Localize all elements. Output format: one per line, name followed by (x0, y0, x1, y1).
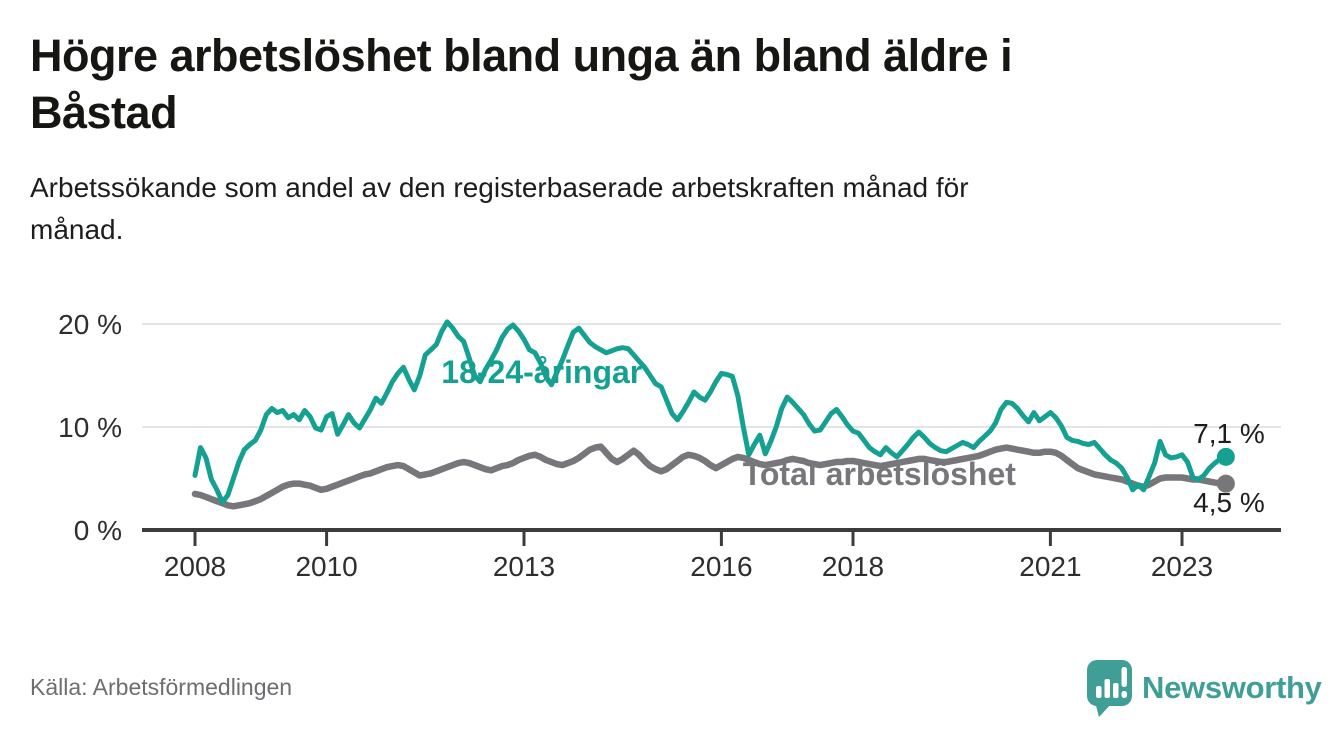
x-tick-label: 2021 (1019, 551, 1081, 582)
series-end-dot-young (1216, 447, 1235, 466)
x-tick-label: 2018 (822, 551, 884, 582)
chart-subtitle-line-1: Arbetssökande som andel av den registerb… (30, 172, 969, 203)
series-inline-label: 18-24-åringar (441, 354, 642, 390)
series-line-total (191, 443, 1230, 510)
series-line-young (192, 319, 1229, 505)
x-tick-label: 2010 (295, 551, 357, 582)
x-tick-label: 2008 (164, 551, 226, 582)
chart-subtitle-line-2: månad. (30, 214, 124, 245)
source-caption: Källa: Arbetsförmedlingen (30, 674, 293, 700)
series-end-dot-total (1216, 474, 1235, 493)
page-title: Högre arbetslöshet bland unga än bland ä… (30, 28, 1210, 141)
y-tick-label: 0 % (74, 515, 122, 546)
newsworthy-logo-text: Newsworthy (1142, 670, 1322, 705)
end-value-label: 7,1 % (1193, 418, 1265, 449)
page-title-line-2: Båstad (30, 86, 178, 138)
newsworthy-logo: Newsworthy (1085, 658, 1322, 720)
series-inline-label: Total arbetslöshet (743, 456, 1017, 492)
y-tick-label: 20 % (58, 309, 122, 340)
page-title-line-1: Högre arbetslöshet bland unga än bland ä… (30, 30, 1013, 81)
x-tick-label: 2016 (690, 551, 752, 582)
x-tick-label: 2013 (493, 551, 555, 582)
bar-chart-speech-bubble-icon (1087, 660, 1132, 717)
x-tick-label: 2023 (1151, 551, 1213, 582)
chart-subtitle: Arbetssökande som andel av den registerb… (30, 167, 1220, 251)
end-value-label: 4,5 % (1193, 487, 1265, 518)
y-tick-label: 10 % (58, 412, 122, 443)
